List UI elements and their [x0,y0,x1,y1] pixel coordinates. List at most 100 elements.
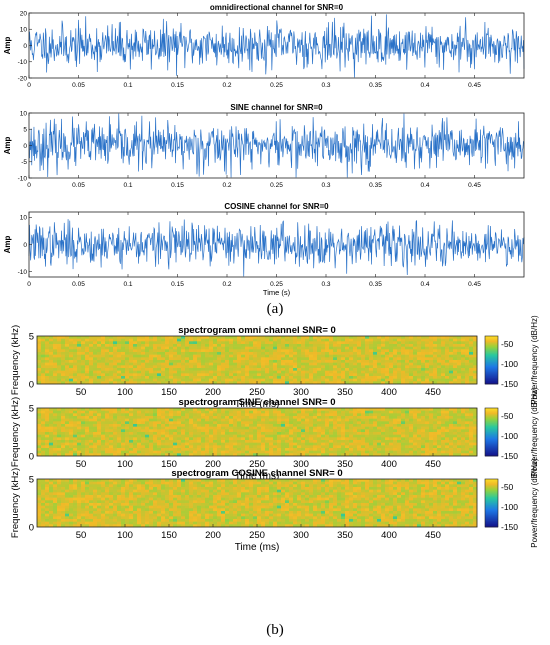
spectrogram-cell [65,453,70,457]
spectrogram-cell [169,429,174,433]
spectrogram-cell [321,421,326,425]
spectrogram-cell [473,368,478,371]
spectrogram-cell [373,453,378,457]
spectrogram-cell [69,344,74,347]
spectrogram-cell [289,429,294,433]
spectrogram-cell [157,445,162,449]
spectrogram-cell [225,341,230,345]
spectrogram-cell [109,413,114,417]
spectrogram-cell [473,437,478,441]
spectrogram-cell [349,424,354,427]
spectrogram-cell [333,360,338,363]
spectrogram-cell [121,381,126,385]
spectrogram-cell [157,362,162,366]
spectrogram-cell [361,381,366,385]
spectrogram-cell [437,341,442,345]
spectrogram-cell [277,370,282,374]
spectrogram-cell [81,481,86,485]
spectrogram-cell [101,513,106,517]
spectrogram-cell [169,354,174,358]
spectrogram-cell [349,442,354,446]
spectrogram-cell [97,489,102,493]
spectrogram-cell [69,424,74,427]
spectrogram-cell [89,511,94,514]
spectrogram-cell [181,500,186,504]
spectrogram-cell [301,453,306,457]
spectrogram-cell [473,370,478,374]
spectrogram-cell [469,434,474,438]
spectrogram-cell [37,362,42,366]
spectrogram-cell [269,421,274,425]
spectrogram-cell [137,370,142,374]
spectrogram-cell [77,437,82,441]
spectrogram-cell [397,450,402,454]
spectrogram-cell [141,365,146,369]
spectrogram-cell [241,408,246,411]
spectrogram-cell [113,432,118,435]
spectrogram-cell [405,432,410,435]
colorbar-segment [485,343,498,345]
spectrogram-cell [201,429,206,433]
spectrogram-cell [101,360,106,363]
spectrogram-cell [133,346,138,350]
spectrogram-cell [337,440,342,443]
spectrogram-cell [417,408,422,411]
spectrogram-cell [261,442,266,446]
spectrogram-cell [101,408,106,411]
spectrogram-cell [405,416,410,419]
spectrogram-cell [105,519,110,522]
spectrogram-cell [121,503,126,506]
spectrogram-cell [289,354,294,358]
spectrogram-cell [93,338,98,342]
spectrogram-cell [121,519,126,522]
spectrogram-cell [465,381,470,385]
spectrogram-cell [453,378,458,382]
spectrogram-cell [45,440,50,443]
spectrogram-cell [461,418,466,422]
spectrogram-cell [133,344,138,347]
spectrogram-cell [369,410,374,414]
spectrogram-cell [89,424,94,427]
spectrogram-cell [109,424,114,427]
spectrogram-cell [141,349,146,353]
spectrogram-cell [117,489,122,493]
spectrogram-cell [37,503,42,506]
spectrogram-cell [37,418,42,422]
spectrogram-cell [85,500,90,504]
spectrogram-cell [325,357,330,361]
spectrogram-cell [449,360,454,363]
spectrogram-cell [317,410,322,414]
spectrogram-cell [285,437,290,441]
spectrogram-cell [117,511,122,514]
spectrogram-cell [121,440,126,443]
spectrogram-cell [81,370,86,374]
spectrogram-cell [313,341,318,345]
colorbar-segment [485,408,498,410]
spectrogram-cell [465,357,470,361]
spectrogram-cell [445,437,450,441]
spectrogram-cell [217,434,222,438]
spectrogram-cell [53,513,58,517]
spectrogram-cell [301,338,306,342]
spectrogram-cell [53,418,58,422]
spectrogram-cell [177,362,182,366]
spectrogram-cell [261,421,266,425]
spectrogram-cell [41,495,46,498]
spectrogram-cell [349,357,354,361]
spectrogram-cell [261,413,266,417]
spectrogram-cell [37,442,42,446]
spectrogram-cell [325,378,330,382]
spectrogram-cell [393,346,398,350]
spectrogram-cell [93,434,98,438]
spectrogram-cell [37,370,42,374]
spectrogram-cell [405,453,410,457]
spectrogram-cell [401,354,406,358]
spectrogram-cell [233,424,238,427]
spectrogram-cell [193,505,198,509]
spectrogram-cell [249,426,254,430]
spectrogram-cell [77,495,82,498]
spectrogram-cell [405,346,410,350]
spectrogram-cell [269,346,274,350]
spectrogram-cell [65,424,70,427]
spectrogram-cell [317,354,322,358]
